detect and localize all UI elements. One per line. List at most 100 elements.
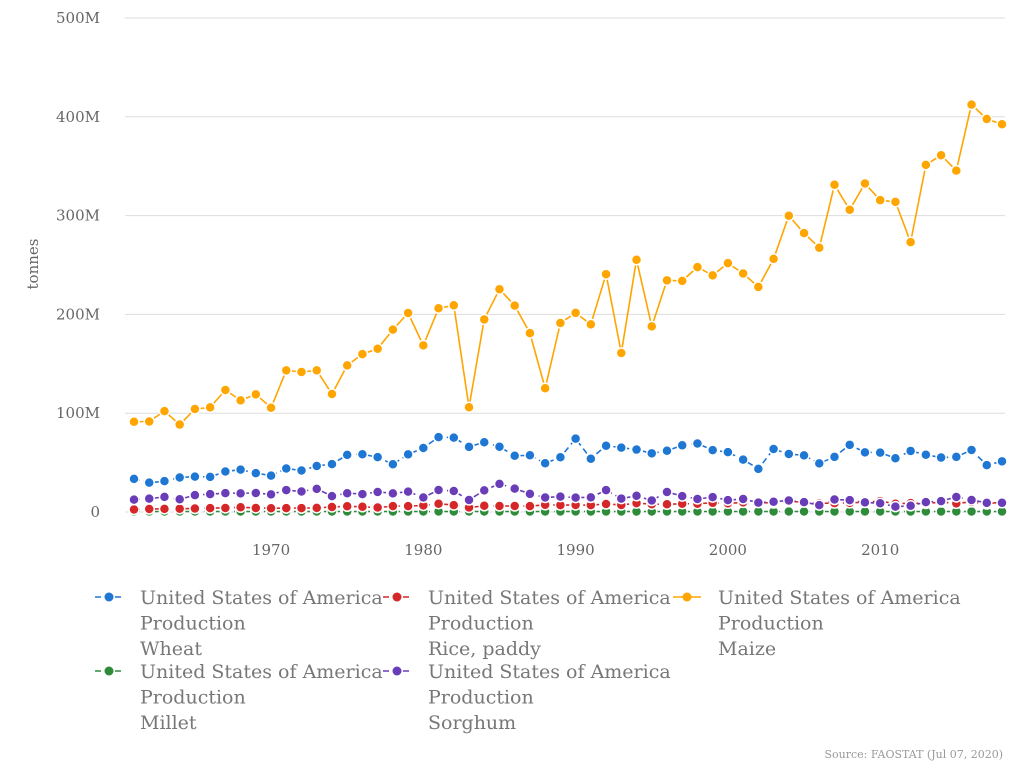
data-point[interactable] bbox=[280, 462, 293, 475]
data-point[interactable] bbox=[706, 269, 719, 282]
data-point[interactable] bbox=[965, 505, 978, 518]
data-point[interactable] bbox=[417, 339, 430, 352]
data-point[interactable] bbox=[783, 494, 795, 507]
data-point[interactable] bbox=[539, 457, 551, 470]
data-point[interactable] bbox=[752, 496, 765, 509]
data-point[interactable] bbox=[843, 439, 856, 451]
data-point[interactable] bbox=[935, 451, 947, 464]
data-point[interactable] bbox=[448, 499, 460, 511]
data-point[interactable] bbox=[813, 241, 826, 254]
data-point[interactable] bbox=[280, 364, 293, 377]
data-point[interactable] bbox=[448, 485, 460, 497]
data-point[interactable] bbox=[402, 448, 414, 461]
data-point[interactable] bbox=[630, 490, 643, 502]
data-point[interactable] bbox=[722, 257, 734, 269]
data-point[interactable] bbox=[508, 299, 521, 312]
data-point[interactable] bbox=[432, 497, 445, 510]
data-point[interactable] bbox=[722, 494, 734, 506]
data-point[interactable] bbox=[965, 98, 978, 111]
data-point[interactable] bbox=[889, 196, 902, 208]
data-point[interactable] bbox=[402, 485, 414, 498]
data-point[interactable] bbox=[265, 502, 277, 514]
data-point[interactable] bbox=[493, 500, 506, 512]
data-point[interactable] bbox=[204, 471, 216, 483]
data-point[interactable] bbox=[889, 452, 902, 465]
data-point[interactable] bbox=[752, 281, 765, 293]
data-point[interactable] bbox=[600, 268, 612, 280]
data-point[interactable] bbox=[676, 275, 688, 287]
data-point[interactable] bbox=[798, 505, 810, 518]
data-point[interactable] bbox=[250, 388, 262, 401]
legend-item[interactable]: United States of America Production Millet bbox=[95, 661, 383, 734]
data-point[interactable] bbox=[189, 502, 201, 515]
data-point[interactable] bbox=[158, 503, 171, 515]
data-point[interactable] bbox=[341, 487, 353, 499]
data-point[interactable] bbox=[234, 501, 247, 514]
data-point[interactable] bbox=[798, 449, 810, 462]
data-point[interactable] bbox=[783, 448, 795, 460]
data-point[interactable] bbox=[219, 502, 232, 514]
data-point[interactable] bbox=[554, 317, 567, 329]
data-point[interactable] bbox=[798, 227, 810, 239]
data-point[interactable] bbox=[204, 401, 216, 414]
data-point[interactable] bbox=[996, 455, 1008, 468]
data-point[interactable] bbox=[767, 495, 780, 508]
data-point[interactable] bbox=[524, 500, 536, 512]
data-point[interactable] bbox=[524, 488, 536, 500]
data-point[interactable] bbox=[859, 496, 871, 509]
data-point[interactable] bbox=[981, 459, 993, 471]
data-point[interactable] bbox=[158, 475, 171, 487]
data-point[interactable] bbox=[128, 473, 140, 485]
data-point[interactable] bbox=[722, 446, 734, 458]
data-point[interactable] bbox=[219, 465, 232, 478]
data-point[interactable] bbox=[691, 493, 704, 505]
data-point[interactable] bbox=[387, 323, 399, 336]
data-point[interactable] bbox=[234, 463, 247, 476]
data-point[interactable] bbox=[737, 493, 749, 505]
data-point[interactable] bbox=[767, 443, 780, 455]
data-point[interactable] bbox=[356, 501, 369, 513]
data-point[interactable] bbox=[874, 497, 886, 510]
data-point[interactable] bbox=[691, 437, 704, 450]
data-point[interactable] bbox=[950, 164, 963, 177]
data-point[interactable] bbox=[950, 451, 963, 463]
data-point[interactable] bbox=[935, 505, 947, 518]
data-point[interactable] bbox=[585, 491, 597, 504]
data-point[interactable] bbox=[828, 493, 841, 506]
data-point[interactable] bbox=[508, 450, 521, 462]
data-point[interactable] bbox=[173, 493, 186, 506]
data-point[interactable] bbox=[432, 431, 445, 443]
data-point[interactable] bbox=[813, 499, 826, 511]
data-point[interactable] bbox=[310, 364, 323, 377]
data-point[interactable] bbox=[326, 501, 338, 513]
data-point[interactable] bbox=[143, 503, 155, 515]
data-point[interactable] bbox=[813, 457, 826, 470]
data-point[interactable] bbox=[920, 448, 932, 461]
data-point[interactable] bbox=[463, 441, 475, 453]
data-point[interactable] bbox=[524, 327, 536, 339]
data-point[interactable] bbox=[920, 496, 932, 508]
data-point[interactable] bbox=[615, 441, 628, 454]
data-point[interactable] bbox=[828, 179, 841, 191]
data-point[interactable] bbox=[478, 436, 490, 448]
data-point[interactable] bbox=[783, 209, 795, 222]
data-point[interactable] bbox=[996, 497, 1008, 509]
data-point[interactable] bbox=[965, 444, 978, 456]
data-point[interactable] bbox=[371, 451, 384, 463]
data-point[interactable] bbox=[478, 484, 490, 497]
data-point[interactable] bbox=[630, 443, 643, 456]
data-point[interactable] bbox=[493, 441, 506, 453]
data-point[interactable] bbox=[295, 464, 308, 477]
data-point[interactable] bbox=[539, 382, 551, 395]
data-point[interactable] bbox=[859, 446, 871, 459]
data-point[interactable] bbox=[569, 307, 582, 319]
data-point[interactable] bbox=[432, 302, 445, 315]
data-point[interactable] bbox=[158, 491, 171, 503]
data-point[interactable] bbox=[539, 491, 551, 504]
data-point[interactable] bbox=[295, 366, 308, 378]
data-point[interactable] bbox=[402, 307, 414, 319]
data-point[interactable] bbox=[356, 448, 369, 460]
data-point[interactable] bbox=[356, 488, 369, 500]
data-point[interactable] bbox=[630, 254, 643, 266]
data-point[interactable] bbox=[737, 453, 749, 466]
